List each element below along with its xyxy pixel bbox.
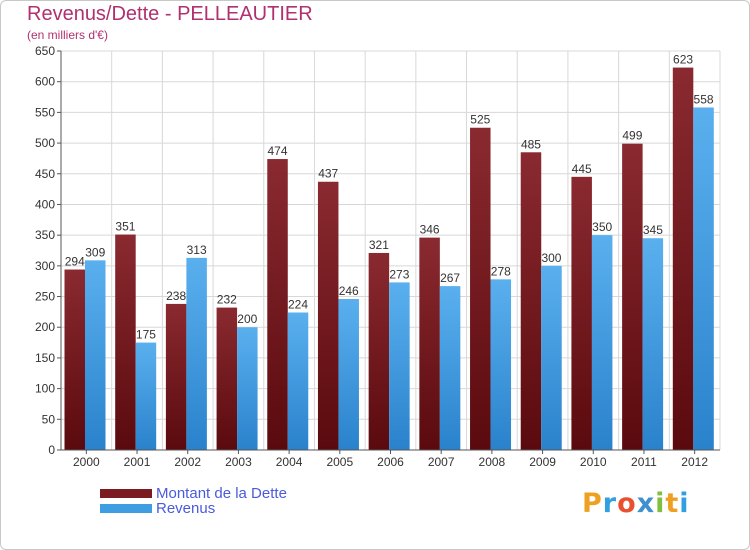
bar-dette (470, 127, 491, 450)
value-label: 238 (166, 289, 186, 303)
legend-label-dette: Montant de la Dette (156, 485, 287, 502)
bar-dette (571, 176, 592, 451)
value-label: 346 (420, 223, 440, 237)
bar-revenus (439, 286, 461, 450)
y-tick-label: 150 (35, 351, 55, 365)
value-label: 309 (85, 245, 105, 259)
logo-letter: o (617, 488, 637, 519)
value-label: 474 (268, 144, 288, 158)
bar-revenus (591, 235, 613, 450)
value-label: 558 (694, 92, 714, 106)
bar-revenus (642, 238, 664, 450)
x-tick-label: 2004 (276, 455, 303, 469)
bar-revenus (490, 279, 512, 450)
bar-dette (216, 307, 238, 450)
value-label: 525 (470, 113, 490, 127)
y-tick-label: 500 (35, 136, 55, 150)
x-tick-label: 2012 (681, 455, 708, 469)
y-tick-label: 600 (35, 75, 55, 89)
y-tick-label: 550 (35, 105, 55, 119)
bar-dette (622, 143, 643, 450)
bar-revenus (237, 327, 258, 450)
value-label: 321 (369, 238, 389, 252)
x-tick-label: 2011 (631, 455, 657, 469)
x-tick-label: 2008 (479, 455, 506, 469)
y-tick-label: 200 (35, 320, 55, 334)
bar-revenus (338, 298, 359, 450)
value-label: 437 (318, 167, 338, 181)
y-tick-label: 450 (35, 167, 55, 181)
logo-letter: P (582, 488, 603, 519)
x-tick-label: 2003 (225, 455, 252, 469)
bar-revenus (186, 257, 207, 450)
value-label: 294 (65, 255, 85, 269)
legend-swatch-revenus (100, 504, 152, 513)
bar-dette (267, 159, 288, 450)
bar-dette (317, 181, 339, 450)
y-tick-label: 650 (35, 44, 55, 58)
value-label: 485 (521, 137, 541, 151)
x-tick-label: 2000 (73, 455, 100, 469)
legend-label-revenus: Revenus (156, 500, 216, 517)
x-tick-label: 2001 (124, 455, 151, 469)
bar-revenus (541, 265, 562, 450)
logo-letter: i (655, 488, 666, 519)
y-tick-label: 350 (35, 228, 55, 242)
bar-dette (64, 269, 85, 450)
value-label: 345 (643, 223, 663, 237)
value-label: 246 (339, 284, 359, 298)
y-tick-label: 250 (35, 290, 55, 304)
bar-dette (165, 303, 187, 450)
value-label: 623 (673, 53, 693, 67)
bar-revenus (389, 282, 410, 450)
bar-revenus (135, 342, 157, 450)
bar-dette (520, 152, 542, 451)
logo-letter: t (665, 488, 680, 519)
y-tick-label: 50 (42, 412, 56, 426)
value-label: 232 (217, 293, 237, 307)
value-label: 351 (115, 220, 135, 234)
y-tick-label: 400 (35, 197, 55, 211)
x-tick-label: 2006 (377, 455, 404, 469)
bar-dette (419, 237, 440, 450)
value-label: 267 (440, 271, 460, 285)
value-label: 175 (136, 328, 156, 342)
y-tick-label: 300 (35, 259, 55, 273)
y-tick-label: 100 (35, 382, 55, 396)
x-tick-label: 2005 (326, 455, 353, 469)
value-label: 224 (288, 297, 308, 311)
value-label: 200 (237, 312, 257, 326)
chart-subtitle: (en milliers d'€) (27, 28, 108, 42)
legend-swatch-dette (100, 489, 152, 498)
value-label: 350 (592, 220, 612, 234)
bar-revenus (85, 260, 106, 450)
x-tick-label: 2010 (580, 455, 607, 469)
value-label: 313 (187, 243, 207, 257)
bar-dette (672, 67, 694, 450)
chart-title: Revenus/Dette - PELLEAUTIER (27, 3, 313, 25)
bar-revenus (693, 107, 714, 450)
bar-dette (368, 252, 390, 450)
logo-letter: i (679, 488, 690, 519)
x-tick-label: 2009 (529, 455, 556, 469)
value-label: 278 (491, 264, 511, 278)
value-label: 445 (572, 162, 592, 176)
bar-dette (115, 234, 136, 450)
x-tick-label: 2007 (428, 455, 455, 469)
y-tick-label: 0 (48, 443, 55, 457)
value-label: 300 (541, 251, 561, 265)
proxiti-logo: Proxiti (582, 488, 690, 519)
x-tick-label: 2002 (174, 455, 201, 469)
value-label: 499 (622, 129, 642, 143)
value-label: 273 (389, 267, 409, 281)
logo-letter: x (636, 488, 656, 519)
bar-revenus (287, 312, 309, 450)
logo-letter: r (602, 488, 618, 519)
